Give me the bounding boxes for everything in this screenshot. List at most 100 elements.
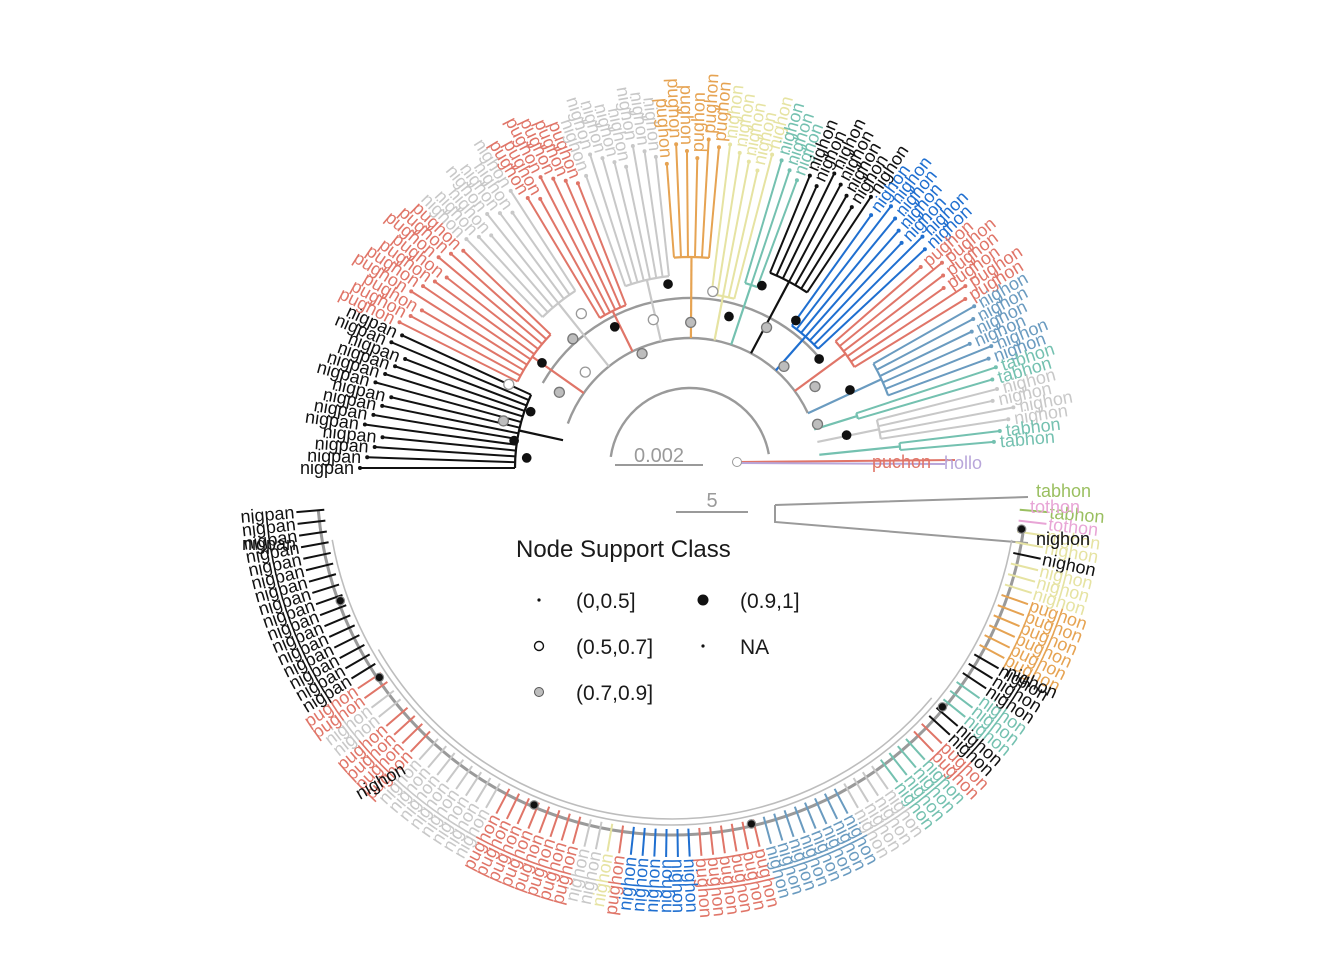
tip-dot bbox=[920, 234, 925, 239]
tip-branch bbox=[675, 144, 682, 258]
tip-branch bbox=[888, 752, 908, 776]
tip-label: pughon bbox=[676, 85, 697, 145]
tip-branch bbox=[382, 436, 516, 452]
tip-dot bbox=[588, 152, 593, 157]
tip-label: nighon bbox=[680, 858, 703, 913]
tip-branch bbox=[298, 530, 327, 537]
tip-branch bbox=[741, 821, 750, 850]
tip-branch bbox=[505, 793, 521, 820]
support-node bbox=[509, 435, 519, 446]
tip-dot bbox=[380, 403, 385, 408]
tip-dot bbox=[869, 213, 874, 218]
tip-dot bbox=[538, 175, 543, 180]
backbone-arc bbox=[316, 510, 1026, 837]
tip-dot bbox=[372, 445, 377, 450]
tip-label: tabhon bbox=[1049, 502, 1106, 527]
tip-dot bbox=[918, 264, 923, 269]
tip-branch bbox=[393, 715, 416, 736]
support-node bbox=[575, 307, 588, 320]
legend-item-label: NA bbox=[740, 636, 769, 659]
tip-branch bbox=[1019, 508, 1048, 514]
tip-branch bbox=[625, 166, 651, 280]
tip-dot bbox=[476, 234, 481, 239]
backbone-arc bbox=[566, 336, 809, 424]
tip-branch bbox=[370, 689, 395, 709]
clade-arc bbox=[673, 255, 710, 259]
tip-dot bbox=[967, 341, 972, 346]
tip-dot bbox=[986, 356, 991, 361]
clade-arc bbox=[875, 419, 882, 439]
tip-branch bbox=[601, 157, 639, 283]
tip-branch bbox=[871, 765, 889, 790]
tip-branch bbox=[339, 643, 365, 659]
tip-branch bbox=[421, 309, 525, 372]
tip-dot bbox=[653, 154, 658, 159]
tip-branch bbox=[434, 280, 535, 355]
tip-label: nigpan bbox=[314, 433, 369, 457]
tip-dot bbox=[706, 137, 711, 142]
tip-label: nigpan bbox=[300, 458, 354, 478]
support-node bbox=[778, 360, 790, 373]
tip-branch bbox=[839, 261, 943, 347]
tip-dot bbox=[972, 304, 977, 309]
tip-dot bbox=[746, 159, 751, 164]
tip-dot bbox=[963, 297, 968, 302]
tip-branch bbox=[872, 305, 975, 365]
tip-dot bbox=[525, 195, 530, 200]
legend-item-label: (0.7,0.9] bbox=[576, 682, 653, 705]
clade-stem bbox=[557, 302, 610, 368]
clade-stem bbox=[794, 352, 847, 392]
tip-dot bbox=[1011, 405, 1016, 410]
tip-label: pughon bbox=[652, 97, 677, 158]
tip-branch bbox=[857, 378, 993, 420]
tip-branch bbox=[560, 813, 571, 841]
tip-branch bbox=[709, 826, 715, 855]
tip-branch bbox=[833, 788, 849, 815]
tip-branch bbox=[968, 662, 994, 680]
tip-dot bbox=[389, 395, 394, 400]
tip-dot bbox=[814, 184, 819, 189]
tip-branch bbox=[344, 653, 371, 670]
legend-tiny-dot-icon bbox=[701, 644, 705, 648]
tip-dot bbox=[695, 156, 700, 161]
tip-branch bbox=[1010, 562, 1039, 572]
tip-branch bbox=[727, 170, 759, 298]
tip-branch bbox=[410, 290, 528, 366]
tip-dot bbox=[899, 240, 904, 245]
tip-branch bbox=[733, 154, 774, 299]
tip-branch bbox=[478, 236, 549, 313]
tip-branch bbox=[499, 212, 565, 300]
tip-branch bbox=[813, 235, 924, 346]
tip-dot bbox=[575, 181, 580, 186]
tip-dot bbox=[888, 204, 893, 209]
tip-branch bbox=[928, 715, 951, 736]
tip-dot bbox=[770, 152, 775, 157]
tip-dot bbox=[1006, 417, 1011, 422]
tip-branch bbox=[315, 593, 343, 606]
tip-branch bbox=[418, 738, 439, 761]
tip-branch bbox=[795, 205, 892, 330]
tip-branch bbox=[800, 206, 853, 290]
tip-dot bbox=[408, 314, 413, 319]
tip-branch bbox=[804, 230, 900, 338]
tip-dot bbox=[461, 248, 466, 253]
tip-dot bbox=[963, 284, 968, 289]
tip-branch bbox=[455, 765, 473, 790]
tip-dot bbox=[584, 173, 589, 178]
tip-branch bbox=[572, 816, 582, 845]
tip-branch bbox=[913, 730, 935, 753]
tip-branch bbox=[394, 365, 525, 412]
tip-dot bbox=[432, 279, 437, 284]
tip-branch bbox=[997, 604, 1025, 617]
tip-branch bbox=[364, 423, 517, 446]
tip-dot bbox=[538, 196, 543, 201]
tip-branch bbox=[427, 745, 447, 769]
tip-branch bbox=[539, 176, 611, 313]
tip-dot bbox=[893, 216, 898, 221]
tip-branch bbox=[823, 793, 839, 820]
outgroup-branch bbox=[737, 459, 956, 463]
tip-label: nigpan bbox=[307, 445, 362, 467]
tip-dot bbox=[563, 178, 568, 183]
tip-branch bbox=[654, 156, 670, 277]
